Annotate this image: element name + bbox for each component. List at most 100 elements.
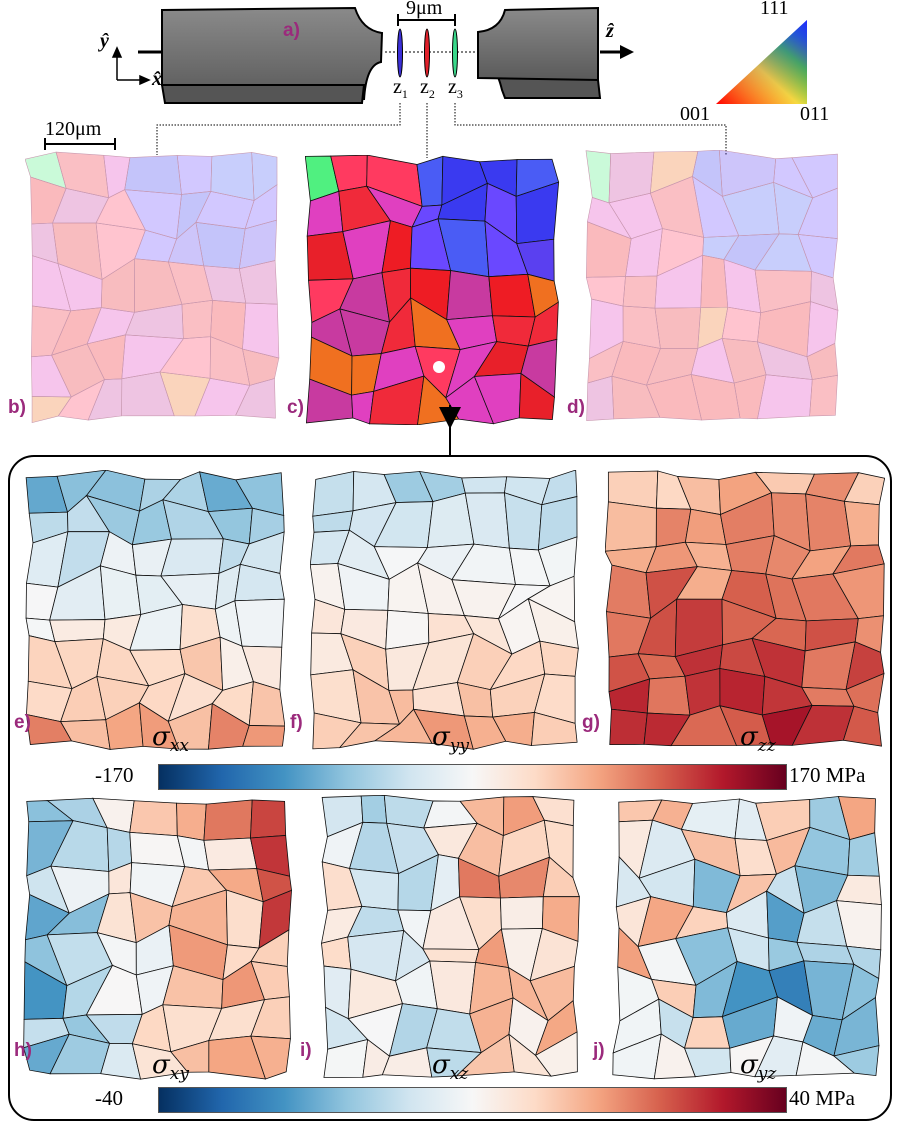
- axes-icon: [111, 46, 151, 86]
- grain: [461, 476, 508, 494]
- grain: [416, 155, 444, 207]
- orientation-map-d: [585, 150, 839, 421]
- slice-label-z1: z1: [393, 76, 408, 101]
- right-grip: [477, 6, 602, 99]
- colorbar-shear-stress: [158, 1087, 787, 1113]
- panel-label-j: j): [593, 1040, 605, 1061]
- grain: [622, 275, 658, 309]
- colorbar-normal-max: 170 MPa: [789, 763, 866, 787]
- slice-label-z2: z2: [420, 76, 435, 101]
- grain: [833, 1045, 880, 1077]
- grain: [585, 150, 612, 204]
- colorbar-normal-stress: [158, 764, 787, 790]
- grain: [124, 155, 182, 195]
- ipf-label-001: 001: [680, 103, 710, 125]
- y-axis-label: ŷ: [100, 30, 109, 52]
- label-sigma-xz: σxz: [432, 1050, 469, 1084]
- grain: [129, 800, 178, 837]
- grain: [250, 1035, 291, 1080]
- panel-label-b: b): [8, 397, 26, 418]
- grain: [312, 470, 355, 517]
- grain: [531, 711, 578, 746]
- scale-bar-label: 120μm: [45, 118, 102, 140]
- panel-label-e: e): [14, 712, 31, 733]
- grain: [605, 501, 657, 552]
- slice-z1: [397, 28, 403, 78]
- stress-maps-frame: [8, 455, 892, 1121]
- measurement-point-marker: [433, 361, 445, 373]
- grain: [234, 598, 285, 648]
- ipf-label-111: 111: [760, 0, 789, 19]
- grain: [321, 936, 352, 970]
- grain: [622, 305, 661, 349]
- grain: [176, 155, 213, 195]
- grain: [129, 831, 186, 868]
- grain: [609, 708, 648, 746]
- grain: [500, 896, 544, 930]
- grain: [809, 374, 838, 417]
- label-sigma-xy: σxy: [152, 1050, 189, 1084]
- left-grip: [160, 6, 384, 104]
- colorbar-shear-max: 40 MPa: [789, 1086, 855, 1110]
- stress-map-e: [25, 470, 285, 750]
- grain: [606, 564, 652, 619]
- grain: [429, 960, 477, 1015]
- grain: [646, 675, 691, 716]
- grain: [518, 372, 555, 420]
- panel-label-c: c): [287, 397, 304, 418]
- grain: [684, 508, 727, 545]
- label-sigma-yy: σyy: [432, 722, 469, 756]
- panel-label-a: a): [283, 20, 300, 41]
- grain: [586, 375, 615, 421]
- panel-label-g: g): [582, 712, 600, 733]
- grain: [176, 802, 207, 841]
- z-arrow-icon: [620, 45, 634, 59]
- label-sigma-zz: σzz: [740, 722, 776, 756]
- grain: [843, 500, 880, 547]
- label-sigma-xx: σxx: [152, 722, 189, 756]
- stress-map-h: [23, 797, 292, 1080]
- stress-map-j: [612, 796, 882, 1080]
- x-axis-label: x̂: [152, 68, 162, 90]
- orientation-map-b: [25, 151, 280, 424]
- orientation-map-c: [305, 155, 560, 425]
- grain: [181, 299, 213, 340]
- colorbar-shear-min: -40: [95, 1086, 123, 1110]
- grain: [842, 705, 882, 747]
- panel-label-f: f): [290, 712, 303, 733]
- grain: [195, 221, 246, 270]
- slice-z3: [452, 28, 458, 78]
- grain: [203, 799, 253, 841]
- grain: [59, 719, 111, 750]
- panel-label-i: i): [300, 1040, 312, 1061]
- grain: [847, 832, 880, 877]
- slice-label-z3: z3: [448, 76, 463, 101]
- stress-map-g: [605, 470, 885, 747]
- grain: [242, 725, 285, 747]
- slice-z2: [424, 28, 430, 78]
- stress-map-i: [320, 795, 580, 1078]
- grain: [422, 948, 480, 963]
- grain: [491, 315, 536, 347]
- grain: [654, 307, 702, 349]
- grain: [446, 270, 493, 321]
- panel-label-h: h): [14, 1040, 32, 1061]
- grain: [160, 538, 224, 577]
- colorbar-normal-min: -170: [95, 763, 134, 787]
- grain: [534, 1031, 578, 1077]
- grain: [49, 619, 106, 643]
- grain: [757, 374, 813, 420]
- down-arrow-icon: [439, 405, 461, 455]
- z-axis-label: ẑ: [606, 20, 614, 42]
- label-sigma-yz: σyz: [740, 1050, 777, 1084]
- panel-label-d: d): [567, 397, 585, 418]
- slice-leader-lines: [156, 103, 727, 158]
- panel-a-schematic: [44, 6, 807, 158]
- grain: [488, 273, 536, 318]
- grain: [700, 254, 729, 308]
- grain: [235, 378, 276, 419]
- grain: [360, 795, 388, 824]
- grain: [721, 306, 761, 343]
- spacing-label: 9μm: [406, 0, 443, 19]
